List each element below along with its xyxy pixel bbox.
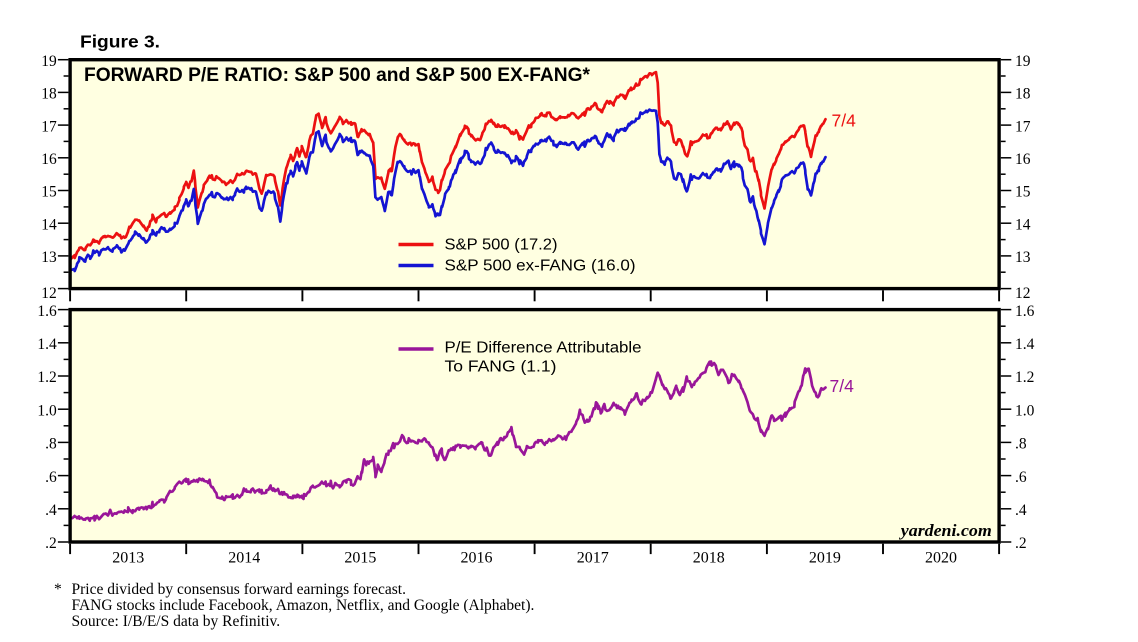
svg-text:.8: .8 [1015, 436, 1027, 453]
svg-text:2017: 2017 [577, 549, 609, 566]
svg-text:To FANG (1.1): To FANG (1.1) [445, 358, 557, 375]
svg-text:12: 12 [1015, 285, 1031, 302]
svg-text:.2: .2 [1015, 535, 1027, 552]
svg-text:2020: 2020 [925, 549, 957, 566]
svg-text:.4: .4 [45, 502, 57, 519]
svg-text:Figure 3.: Figure 3. [80, 31, 160, 51]
svg-text:2014: 2014 [228, 549, 260, 566]
svg-text:14: 14 [41, 216, 57, 233]
svg-text:.6: .6 [45, 469, 57, 486]
svg-text:7/4: 7/4 [832, 111, 857, 131]
svg-text:12: 12 [41, 285, 57, 302]
svg-text:19: 19 [1015, 53, 1031, 70]
svg-text:FORWARD P/E RATIO: S&P 500 and: FORWARD P/E RATIO: S&P 500 and S&P 500 E… [84, 64, 590, 86]
svg-text:Source: I/B/E/S data by Refini: Source: I/B/E/S data by Refinitiv. [72, 613, 281, 630]
svg-text:P/E Difference Attributable: P/E Difference Attributable [445, 340, 642, 357]
svg-text:1.0: 1.0 [37, 402, 57, 419]
svg-text:2015: 2015 [344, 549, 376, 566]
svg-text:1.2: 1.2 [1015, 369, 1034, 386]
svg-text:1.6: 1.6 [37, 303, 57, 320]
svg-text:1.0: 1.0 [1015, 402, 1035, 419]
svg-text:17: 17 [1015, 118, 1031, 135]
svg-text:19: 19 [41, 53, 57, 70]
svg-text:1.6: 1.6 [1015, 303, 1035, 320]
svg-text:17: 17 [41, 118, 57, 135]
svg-text:18: 18 [1015, 86, 1031, 103]
svg-text:2018: 2018 [693, 549, 725, 566]
svg-text:.6: .6 [1015, 469, 1027, 486]
svg-text:.2: .2 [45, 535, 57, 552]
svg-text:1.4: 1.4 [1015, 336, 1035, 353]
svg-text:18: 18 [41, 86, 57, 103]
svg-text:14: 14 [1015, 216, 1031, 233]
svg-text:*: * [54, 581, 62, 598]
svg-text:16: 16 [1015, 151, 1031, 168]
svg-text:S&P 500 (17.2): S&P 500 (17.2) [445, 237, 558, 254]
svg-text:Price divided by consensus for: Price divided by consensus forward earni… [72, 581, 406, 598]
svg-text:2016: 2016 [461, 549, 493, 566]
svg-text:15: 15 [1015, 184, 1031, 201]
svg-text:S&P 500 ex-FANG (16.0): S&P 500 ex-FANG (16.0) [445, 257, 636, 274]
svg-text:1.4: 1.4 [37, 336, 57, 353]
svg-text:2019: 2019 [809, 549, 841, 566]
svg-text:FANG stocks include Facebook,: FANG stocks include Facebook, Amazon, Ne… [72, 597, 535, 614]
svg-text:.4: .4 [1015, 502, 1027, 519]
svg-text:7/4: 7/4 [830, 376, 855, 396]
svg-text:1.2: 1.2 [37, 369, 56, 386]
svg-text:yardeni.com: yardeni.com [899, 521, 992, 540]
svg-text:15: 15 [41, 184, 57, 201]
svg-text:.8: .8 [45, 436, 57, 453]
svg-text:2013: 2013 [112, 549, 144, 566]
svg-text:13: 13 [41, 249, 57, 266]
svg-text:13: 13 [1015, 249, 1031, 266]
svg-text:16: 16 [41, 151, 57, 168]
